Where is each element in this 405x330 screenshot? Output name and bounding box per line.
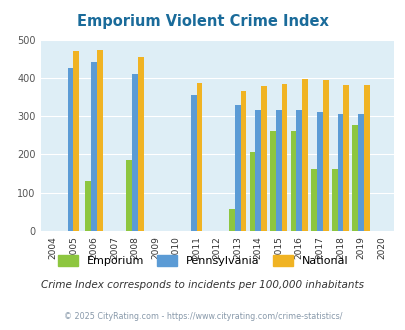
Bar <box>352 125 357 231</box>
Bar <box>281 84 287 231</box>
Text: Emporium Violent Crime Index: Emporium Violent Crime Index <box>77 14 328 29</box>
Bar <box>269 131 275 231</box>
Bar <box>316 112 322 231</box>
Bar <box>85 181 91 231</box>
Bar <box>196 83 202 231</box>
Bar <box>73 51 79 231</box>
Bar <box>301 79 307 231</box>
Text: Crime Index corresponds to incidents per 100,000 inhabitants: Crime Index corresponds to incidents per… <box>41 280 364 290</box>
Bar <box>357 114 363 231</box>
Bar <box>331 169 337 231</box>
Bar <box>234 105 240 231</box>
Bar <box>228 209 234 231</box>
Legend: Emporium, Pennsylvania, National: Emporium, Pennsylvania, National <box>58 255 347 266</box>
Bar <box>255 111 260 231</box>
Text: © 2025 CityRating.com - https://www.cityrating.com/crime-statistics/: © 2025 CityRating.com - https://www.city… <box>64 312 341 321</box>
Bar <box>138 57 143 231</box>
Bar <box>363 85 369 231</box>
Bar <box>249 152 255 231</box>
Bar <box>97 50 102 231</box>
Bar <box>275 111 281 231</box>
Bar <box>296 111 301 231</box>
Bar <box>343 85 348 231</box>
Bar <box>260 86 266 231</box>
Bar <box>240 90 246 231</box>
Bar <box>68 68 73 231</box>
Bar <box>132 75 138 231</box>
Bar <box>290 131 296 231</box>
Bar <box>322 80 328 231</box>
Bar <box>190 95 196 231</box>
Bar <box>126 160 132 231</box>
Bar <box>311 169 316 231</box>
Bar <box>91 62 97 231</box>
Bar <box>337 114 343 231</box>
